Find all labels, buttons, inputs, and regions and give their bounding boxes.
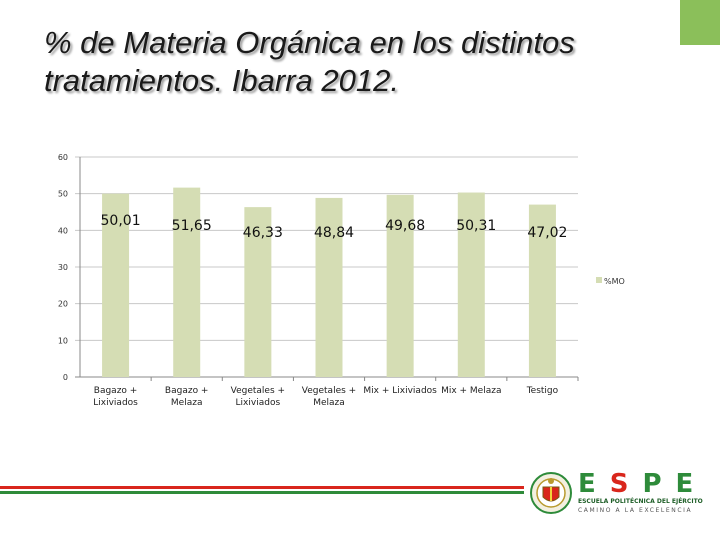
x-tick-label: Bagazo + Lixiviados: [93, 386, 138, 408]
legend-swatch: [596, 277, 602, 283]
espe-motto: CAMINO A LA EXCELENCIA: [578, 507, 693, 514]
x-tick-label: Testigo: [526, 386, 559, 396]
espe-seal-icon: [530, 472, 572, 514]
data-label: 47,02: [527, 225, 567, 241]
slide-title: % de Materia Orgánica en los distintos t…: [44, 24, 664, 100]
bar: [528, 204, 556, 377]
bar: [173, 187, 201, 377]
x-tick-label: Vegetales + Melaza: [302, 386, 356, 408]
bar: [457, 192, 485, 377]
bar: [244, 207, 272, 377]
legend-label: %MO: [604, 277, 625, 286]
slide-title-line1: % de Materia Orgánica en los distintos: [44, 25, 575, 60]
data-label: 50,31: [456, 218, 496, 234]
footer-stripe-green: [0, 491, 524, 494]
x-tick-label: Mix + Melaza: [441, 386, 501, 396]
footer-stripes: [0, 486, 524, 494]
y-tick-label: 30: [58, 263, 68, 272]
bar: [315, 197, 343, 377]
x-tick-label: Bagazo + Melaza: [165, 386, 209, 408]
data-label: 48,84: [314, 225, 354, 241]
data-label: 49,68: [385, 218, 425, 234]
espe-subtitle: ESCUELA POLITÉCNICA DEL EJÉRCITO: [578, 498, 703, 505]
y-tick-label: 40: [58, 226, 68, 235]
y-tick-label: 60: [58, 153, 68, 162]
y-tick-label: 10: [58, 336, 68, 345]
bar: [102, 193, 130, 377]
data-label: 50,01: [101, 213, 141, 229]
data-label: 46,33: [243, 225, 283, 241]
x-tick-label: Mix + Lixiviados: [363, 386, 437, 396]
espe-logo: ESPE ESCUELA POLITÉCNICA DEL EJÉRCITO CA…: [530, 468, 708, 518]
x-tick-label: Vegetales + Lixiviados: [231, 386, 285, 408]
y-tick-label: 50: [58, 190, 68, 199]
y-tick-label: 0: [63, 373, 68, 382]
slide-title-line2: tratamientos. Ibarra 2012.: [44, 63, 399, 98]
y-tick-label: 20: [58, 300, 68, 309]
espe-wordmark: ESPE: [578, 469, 708, 499]
data-label: 51,65: [172, 218, 212, 234]
footer-stripe-red: [0, 486, 524, 489]
corner-accent: [680, 0, 720, 45]
bar: [386, 194, 414, 377]
